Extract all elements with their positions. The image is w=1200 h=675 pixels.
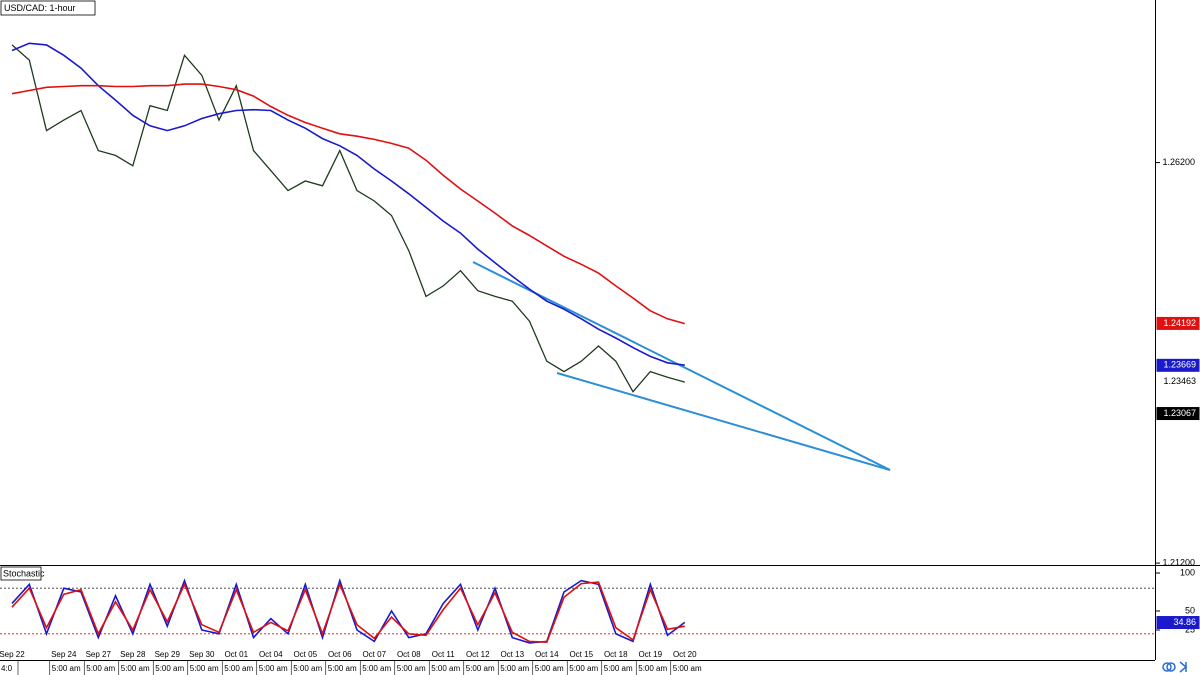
price-tag xyxy=(1156,358,1200,372)
series-line xyxy=(11,44,685,393)
x-tick-label: Sep 27 xyxy=(86,650,112,659)
time-label: 5:00 am xyxy=(604,664,633,673)
time-label: 5:00 am xyxy=(673,664,702,673)
price-tag-label: 1.23669 xyxy=(1163,360,1196,370)
x-tick-label: Oct 20 xyxy=(673,650,697,659)
time-label: 5:00 am xyxy=(466,664,495,673)
icon[interactable] xyxy=(1162,662,1172,672)
y-tick-label: 50 xyxy=(1185,605,1195,615)
time-label: 4:0 xyxy=(1,664,13,673)
x-tick-label: Sep 24 xyxy=(51,650,77,659)
x-tick-label: Oct 13 xyxy=(500,650,524,659)
time-label: 5:00 am xyxy=(535,664,564,673)
x-tick-label: Oct 07 xyxy=(362,650,386,659)
time-label: 5:00 am xyxy=(259,664,288,673)
title-box xyxy=(0,0,96,16)
time-label: 5:00 am xyxy=(431,664,460,673)
trend-line xyxy=(472,261,891,471)
icon[interactable] xyxy=(1179,661,1188,673)
price-tag-label: 1.23463 xyxy=(1163,376,1196,386)
time-label: 5:00 am xyxy=(362,664,391,673)
x-tick-label: Oct 04 xyxy=(259,650,283,659)
price-tag xyxy=(1156,375,1200,389)
price-tag-label: 1.24192 xyxy=(1163,318,1196,328)
x-tick-label: Oct 08 xyxy=(397,650,421,659)
y-tick-label: 100 xyxy=(1180,567,1195,577)
time-label: 5:00 am xyxy=(224,664,253,673)
x-tick-label: Sep 29 xyxy=(155,650,181,659)
x-tick-label: Sep 28 xyxy=(120,650,146,659)
series-line xyxy=(11,42,685,366)
chart-title: USD/CAD: 1-hour xyxy=(4,3,76,13)
time-label: 5:00 am xyxy=(190,664,219,673)
price-tag xyxy=(1156,407,1200,421)
time-label: 5:00 am xyxy=(293,664,322,673)
y-tick-label: 25 xyxy=(1185,624,1195,634)
price-tag-label: 34.86 xyxy=(1173,617,1196,627)
indicator-title: Stochastic xyxy=(3,568,45,578)
trend-line xyxy=(556,372,891,471)
y-tick-label: 1.26200 xyxy=(1162,157,1195,167)
price-tag xyxy=(1156,616,1200,630)
icon[interactable] xyxy=(1166,662,1176,672)
price-tag xyxy=(1156,316,1200,330)
x-tick-label: Oct 15 xyxy=(569,650,593,659)
time-label: 5:00 am xyxy=(500,664,529,673)
price-tag-label: 1.23067 xyxy=(1163,408,1196,418)
time-label: 5:00 am xyxy=(638,664,667,673)
x-tick-label: Oct 06 xyxy=(328,650,352,659)
time-label: 5:00 am xyxy=(155,664,184,673)
time-label: 5:00 am xyxy=(397,664,426,673)
time-label: 5:00 am xyxy=(328,664,357,673)
y-tick-label: 1.21200 xyxy=(1162,557,1195,567)
series-line xyxy=(11,581,685,644)
indicator-box xyxy=(0,566,42,581)
time-label: 5:00 am xyxy=(121,664,150,673)
series-line xyxy=(11,83,686,325)
x-tick-label: Oct 18 xyxy=(604,650,628,659)
toolbar-icons[interactable] xyxy=(1162,661,1188,673)
x-tick-label: Oct 11 xyxy=(432,650,456,659)
time-label: 5:00 am xyxy=(86,664,115,673)
time-label: 5:00 am xyxy=(569,664,598,673)
x-tick-label: Oct 05 xyxy=(293,650,317,659)
x-tick-label: Oct 12 xyxy=(466,650,490,659)
x-tick-label: Oct 01 xyxy=(224,650,248,659)
x-tick-label: Sep 30 xyxy=(189,650,215,659)
time-label: 5:00 am xyxy=(52,664,81,673)
x-tick-label: Oct 19 xyxy=(638,650,662,659)
x-tick-label: Sep 22 xyxy=(0,650,25,659)
x-tick-label: Oct 14 xyxy=(535,650,559,659)
